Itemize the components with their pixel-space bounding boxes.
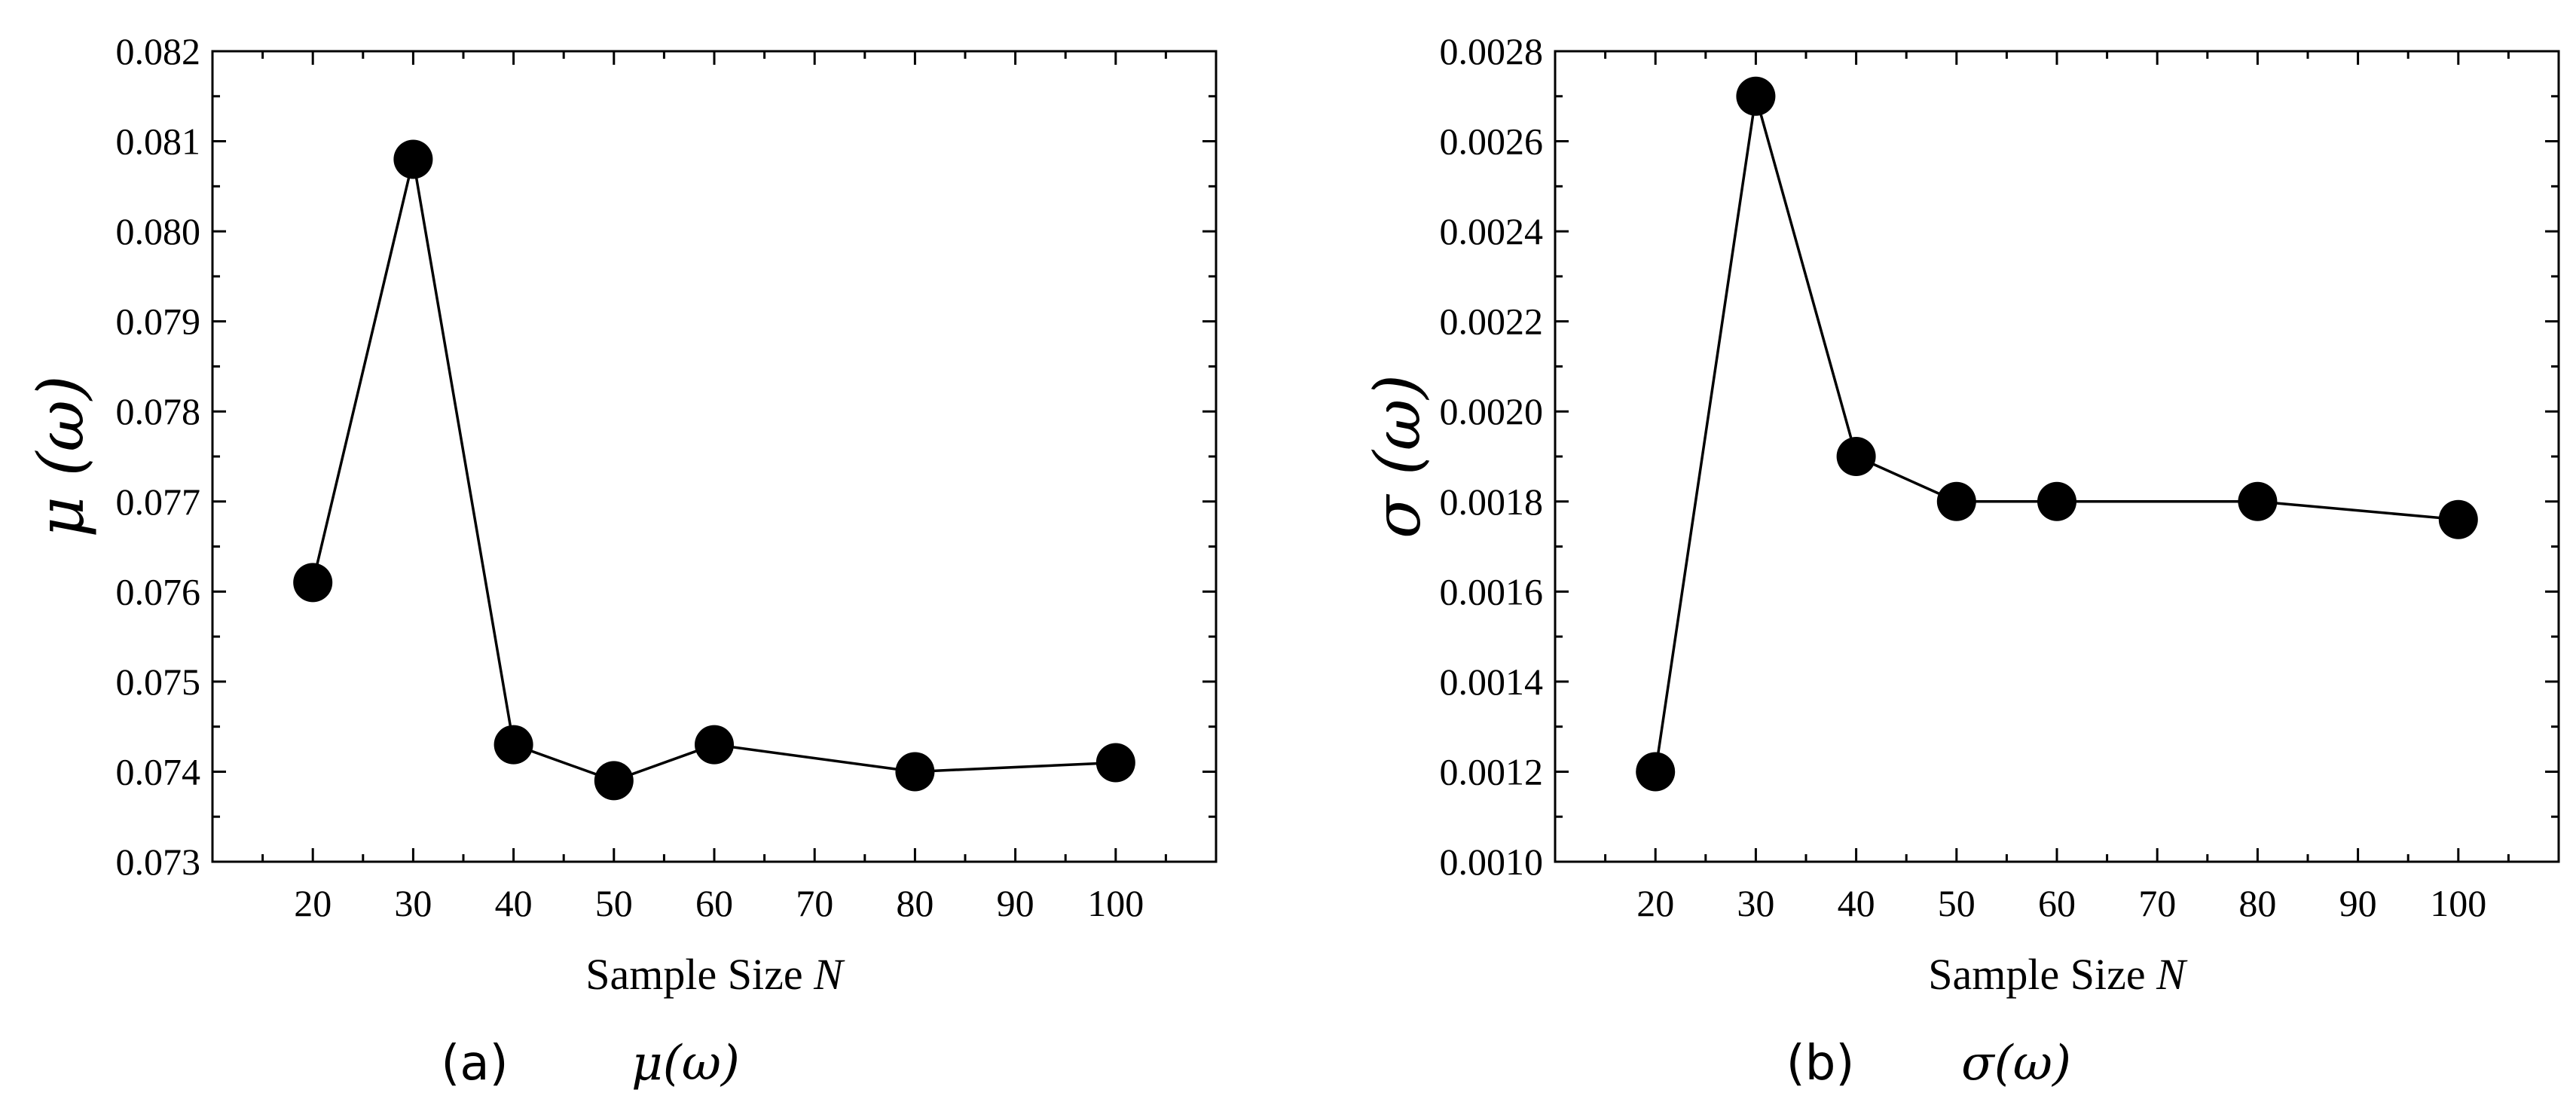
data-point (2438, 499, 2478, 539)
x-tick-label: 80 (2238, 882, 2276, 924)
y-tick-label: 0.078 (116, 390, 201, 432)
y-tick-label: 0.0010 (1440, 841, 1544, 883)
series-line (1654, 96, 2458, 772)
x-tick-label: 80 (896, 882, 934, 924)
data-point (2037, 481, 2076, 521)
x-axis-title-variable: N (2156, 950, 2188, 999)
y-tick-label: 0.0012 (1440, 750, 1544, 792)
x-tick-label: 90 (997, 882, 1034, 924)
x-tick-label: 20 (1636, 882, 1674, 924)
x-tick-label: 90 (2339, 882, 2377, 924)
data-point (594, 761, 634, 801)
data-point (895, 752, 935, 792)
x-tick-label: 30 (1737, 882, 1774, 924)
panel-label: (b) (1786, 1036, 1855, 1091)
x-tick-label: 60 (2038, 882, 2076, 924)
data-point (494, 725, 533, 765)
panel-caption: σ(ω) (1961, 1036, 2071, 1091)
y-axis-title: σ (ω) (1361, 374, 1435, 539)
y-axis-title: μ (ω) (24, 375, 98, 537)
data-point (293, 563, 333, 603)
x-tick-label: 40 (495, 882, 533, 924)
x-axis-title-variable: N (813, 950, 845, 999)
x-tick-label: 100 (2430, 882, 2486, 924)
data-point (1836, 437, 1876, 476)
x-tick-label: 40 (1838, 882, 1875, 924)
panel-b: 20 30 40 50 60 70 80 90 100 0.0010 0.0012 0.0014 0.0… (1361, 30, 2560, 1091)
y-tick-label: 0.0028 (1440, 30, 1544, 72)
y-tick-label: 0.0018 (1440, 481, 1544, 523)
x-tick-label: 50 (595, 882, 633, 924)
data-point (2238, 481, 2278, 521)
y-tick-label: 0.080 (116, 210, 201, 252)
y-tick-label: 0.076 (116, 570, 201, 612)
panel-a: 20 30 40 50 60 70 80 90 100 0.073 0.074 0.075 0.076 0… (24, 30, 1218, 1091)
x-axis-title: Sample Size N (1928, 950, 2188, 999)
y-tick-label: 0.074 (116, 750, 201, 792)
y-tick-label: 0.0026 (1440, 121, 1544, 163)
data-point (393, 139, 433, 179)
data-point (1095, 743, 1135, 783)
x-tick-label: 30 (394, 882, 432, 924)
y-tick-label: 0.079 (116, 301, 201, 343)
y-tick-label: 0.077 (116, 481, 201, 523)
x-axis-title: Sample Size N (585, 950, 845, 999)
panel-label: (a) (441, 1036, 508, 1091)
x-tick-label: 60 (695, 882, 733, 924)
panel-caption: μ(ω) (631, 1036, 740, 1091)
y-tick-label: 0.0020 (1440, 390, 1544, 432)
series-line (311, 159, 1116, 783)
x-axis-title-main: Sample Size (585, 950, 814, 999)
y-tick-label: 0.0014 (1440, 661, 1544, 703)
y-tick-label: 0.075 (116, 661, 201, 703)
y-tick-label: 0.082 (116, 30, 201, 72)
x-tick-label: 20 (294, 882, 332, 924)
data-point (695, 725, 734, 765)
y-tick-label: 0.0024 (1440, 210, 1544, 252)
y-tick-label: 0.0022 (1440, 301, 1544, 343)
data-point (1636, 752, 1676, 792)
y-tick-label: 0.0016 (1440, 570, 1544, 612)
x-tick-label: 70 (796, 882, 833, 924)
x-axis-title-main: Sample Size (1928, 950, 2156, 999)
y-tick-label: 0.081 (116, 121, 201, 163)
x-tick-label: 50 (1938, 882, 1976, 924)
x-tick-label: 100 (1087, 882, 1144, 924)
y-tick-label: 0.073 (116, 841, 201, 883)
data-point (1936, 481, 1976, 521)
data-point (1736, 76, 1776, 116)
plot-frame (1554, 50, 2560, 863)
x-tick-label: 70 (2138, 882, 2176, 924)
